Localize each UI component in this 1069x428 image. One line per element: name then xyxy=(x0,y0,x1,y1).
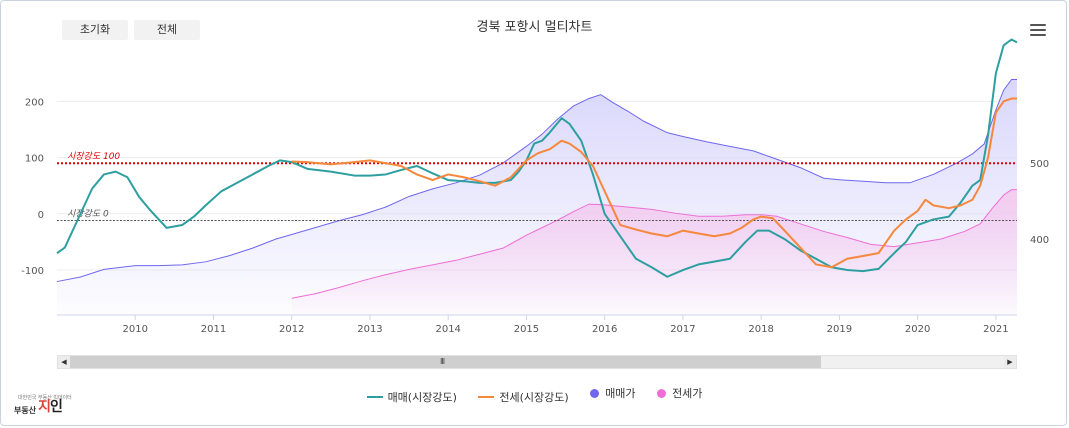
y-left-tick-label: -100 xyxy=(21,266,44,277)
reset-button[interactable]: 초기화 xyxy=(62,20,128,40)
legend-label: 전세가 xyxy=(672,387,703,400)
scroll-thumb[interactable]: III xyxy=(70,356,821,368)
x-tick-label: 2021 xyxy=(983,324,1008,335)
legend-label: 매매(시장강도) xyxy=(387,390,457,404)
x-tick-label: 2013 xyxy=(357,324,382,335)
x-tick-label: 2020 xyxy=(905,324,930,335)
y-left-tick-label: 0 xyxy=(38,210,44,221)
series-line-sale-strength xyxy=(56,38,1018,278)
y-left-tick-label: 200 xyxy=(25,97,44,108)
x-tick-label: 2011 xyxy=(201,324,226,335)
scroll-left-icon[interactable]: ◀ xyxy=(58,356,70,368)
legend-label: 매매가 xyxy=(605,387,636,400)
y-right-tick-label: 500 xyxy=(1030,159,1049,170)
reference-line-label: 시장강도 100 xyxy=(67,151,120,162)
brand-logo: 대한민국 부동산 빅데이터 부동산 지인 xyxy=(14,395,72,416)
legend-dot-icon xyxy=(590,388,600,398)
legend-item-sale-strength[interactable]: 매매(시장강도) xyxy=(366,389,457,405)
y-left-tick-label: 100 xyxy=(25,154,44,165)
legend-item-jeonse-price[interactable]: 전세가 xyxy=(657,385,702,401)
x-tick-label: 2010 xyxy=(123,324,148,335)
x-tick-label: 2016 xyxy=(592,324,617,335)
legend-item-sale-price[interactable]: 매매가 xyxy=(590,385,636,401)
x-tick-label: 2014 xyxy=(435,324,460,335)
chart-legend: 매매(시장강도) 전세(시장강도) 매매가 전세가 xyxy=(0,385,1069,405)
y-right-tick-label: 400 xyxy=(1030,235,1049,246)
area-fill-jeonse-price xyxy=(291,189,1017,315)
legend-dot-icon xyxy=(657,388,667,398)
area-line-sale-price xyxy=(56,78,1017,283)
x-tick-label: 2012 xyxy=(279,324,304,335)
series-line-jeonse-strength xyxy=(291,97,1017,269)
legend-line-icon xyxy=(478,395,495,398)
chart-title: 경북 포항시 멀티차트 xyxy=(476,20,593,35)
hamburger-menu-icon[interactable] xyxy=(1030,24,1046,36)
legend-line-icon xyxy=(366,395,383,398)
navigator-scrollbar[interactable]: ◀ III ▶ xyxy=(57,355,1017,369)
menu-bar xyxy=(1030,34,1046,36)
legend-label: 전세(시장강도) xyxy=(499,390,569,404)
x-tick-label: 2018 xyxy=(748,324,773,335)
legend-item-jeonse-strength[interactable]: 전세(시장강도) xyxy=(478,389,569,405)
area-line-jeonse-price xyxy=(291,189,1017,299)
x-tick-label: 2015 xyxy=(514,324,539,335)
menu-bar xyxy=(1030,24,1046,26)
logo-tagline: 대한민국 부동산 빅데이터 xyxy=(18,395,72,401)
logo-prefix: 부동산 xyxy=(14,406,37,415)
show-all-button[interactable]: 전체 xyxy=(134,20,200,40)
menu-bar xyxy=(1030,29,1046,31)
scroll-grip-icon: III xyxy=(440,357,445,366)
x-tick-label: 2017 xyxy=(670,324,695,335)
scroll-right-icon[interactable]: ▶ xyxy=(1004,356,1016,368)
reference-line-label: 시장강도 0 xyxy=(67,209,109,220)
logo-mark: 지인 xyxy=(38,399,63,415)
x-tick-label: 2019 xyxy=(827,324,852,335)
